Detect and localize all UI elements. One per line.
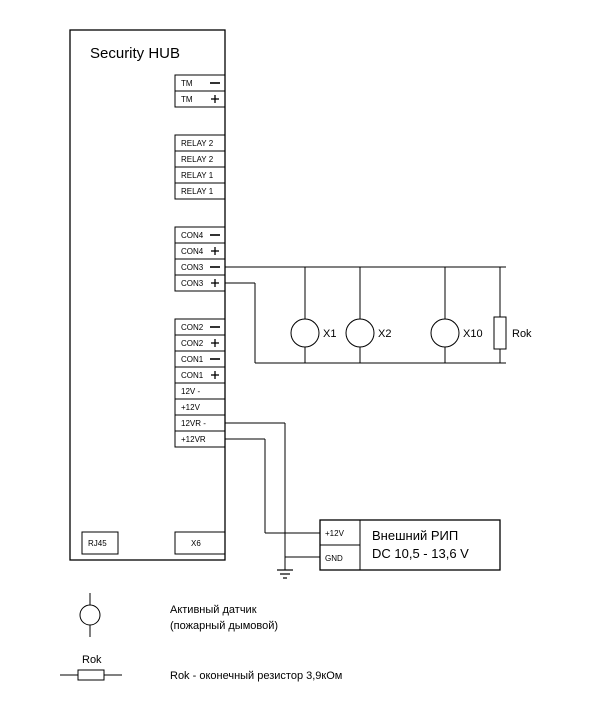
legend-rok-label: Rok bbox=[82, 654, 102, 666]
terminal-con3-plus: CON3 bbox=[181, 279, 204, 288]
diagram-shape bbox=[431, 319, 459, 347]
terminal-con1-minus: CON1 bbox=[181, 355, 204, 364]
terminal-con4-minus: CON4 bbox=[181, 231, 204, 240]
psu-term-gnd: GND bbox=[325, 554, 343, 563]
terminal-12v-plus: +12V bbox=[181, 403, 201, 412]
terminal-relay2a: RELAY 2 bbox=[181, 139, 214, 148]
diagram-shape bbox=[494, 317, 506, 349]
diagram-shape bbox=[78, 670, 104, 680]
legend-rok-desc: Rok - оконечный резистор 3,9кОм bbox=[170, 670, 342, 682]
terminal-con2-plus: CON2 bbox=[181, 339, 204, 348]
terminal-12vr-minus: 12VR - bbox=[181, 419, 206, 428]
terminal-con4-plus: CON4 bbox=[181, 247, 204, 256]
sensor-x10: X10 bbox=[463, 328, 483, 340]
legend-sensor-l2: (пожарный дымовой) bbox=[170, 620, 278, 632]
terminal-tm-minus: TM bbox=[181, 79, 193, 88]
diagram-shape bbox=[291, 319, 319, 347]
terminal-tm-plus: TM bbox=[181, 95, 193, 104]
psu-title: Внешний РИП bbox=[372, 528, 458, 543]
terminal-12vr-plus: +12VR bbox=[181, 435, 206, 444]
legend-sensor-l1: Активный датчик bbox=[170, 604, 257, 616]
sensor-x1: X1 bbox=[323, 328, 336, 340]
terminal-con3-minus: CON3 bbox=[181, 263, 204, 272]
psu-term-12v: +12V bbox=[325, 529, 345, 538]
sensor-x2: X2 bbox=[378, 328, 391, 340]
terminal-relay1a: RELAY 1 bbox=[181, 171, 214, 180]
diagram-shape bbox=[80, 605, 100, 625]
rok-label: Rok bbox=[512, 328, 532, 340]
diagram-shape bbox=[70, 30, 225, 560]
hub-title: Security HUB bbox=[90, 45, 180, 62]
terminal-relay1b: RELAY 1 bbox=[181, 187, 214, 196]
psu-voltage: DC 10,5 - 13,6 V bbox=[372, 546, 469, 561]
port-x6: X6 bbox=[191, 539, 201, 548]
terminal-12v-minus: 12V - bbox=[181, 387, 200, 396]
terminal-relay2b: RELAY 2 bbox=[181, 155, 214, 164]
terminal-con2-minus: CON2 bbox=[181, 323, 204, 332]
port-rj45: RJ45 bbox=[88, 539, 107, 548]
terminal-con1-plus: CON1 bbox=[181, 371, 204, 380]
diagram-shape bbox=[346, 319, 374, 347]
